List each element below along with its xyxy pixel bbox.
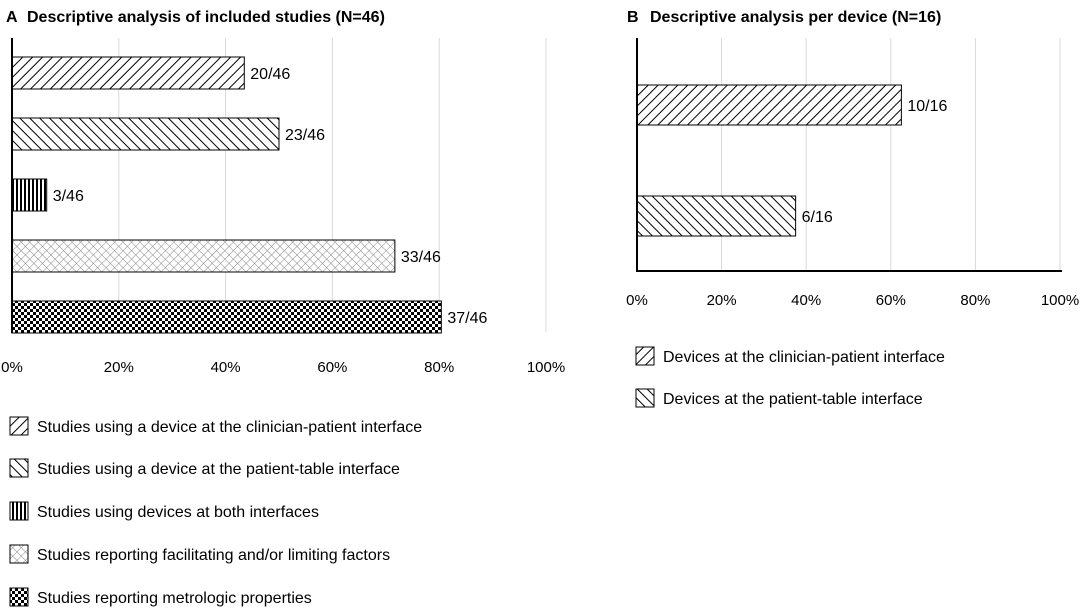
- panel-b-letter: B: [627, 9, 639, 26]
- bar-data-label: 10/16: [907, 98, 947, 115]
- bar: [636, 84, 902, 126]
- bar: [636, 195, 797, 237]
- legend-label: Studies reporting facilitating and/or li…: [37, 547, 390, 564]
- x-tick-label: 20%: [104, 359, 134, 376]
- bar: [11, 117, 280, 151]
- legend-label: Devices at the clinician-patient interfa…: [663, 349, 945, 366]
- x-tick-label: 0%: [626, 292, 648, 309]
- bar: [11, 239, 396, 273]
- x-tick-label: 60%: [876, 292, 906, 309]
- bar-data-label: 6/16: [802, 209, 833, 226]
- panel-b-grid: [721, 38, 1061, 271]
- x-tick-label: 80%: [960, 292, 990, 309]
- x-tick-label: 40%: [791, 292, 821, 309]
- x-tick-label: 100%: [1041, 292, 1079, 309]
- legend-label: Studies using devices at both interfaces: [37, 504, 319, 521]
- x-tick-label: 60%: [317, 359, 347, 376]
- legend-label: Studies reporting metrologic properties: [37, 590, 312, 607]
- legend-swatch: [9, 587, 29, 607]
- legend-label: Devices at the patient-table interface: [663, 391, 923, 408]
- x-tick-label: 0%: [1, 359, 23, 376]
- panel-a-legend: Studies using a device at the clinician-…: [9, 416, 422, 607]
- panel-a-bars: 20/46 23/46 3/46 33/46 37/46: [11, 56, 487, 334]
- panel-b-title: Descriptive analysis per device (N=16): [650, 9, 941, 26]
- legend-swatch: [635, 346, 655, 366]
- panel-b-x-ticks: 0% 20% 40% 60% 80% 100%: [626, 292, 1079, 309]
- x-tick-label: 100%: [527, 359, 565, 376]
- legend-swatch: [9, 544, 29, 564]
- bar-data-label: 37/46: [447, 310, 487, 327]
- panel-a: A Descriptive analysis of included studi…: [1, 9, 565, 607]
- legend-label: Studies using a device at the patient-ta…: [37, 461, 400, 478]
- legend-swatch: [9, 501, 29, 521]
- legend-swatch: [635, 388, 655, 408]
- panel-b-bars: 10/16 6/16: [636, 84, 948, 237]
- x-tick-label: 20%: [707, 292, 737, 309]
- panel-b-legend: Devices at the clinician-patient interfa…: [635, 346, 945, 408]
- bar: [11, 300, 442, 334]
- x-tick-label: 40%: [211, 359, 241, 376]
- legend-label: Studies using a device at the clinician-…: [37, 419, 422, 436]
- bar-data-label: 20/46: [250, 66, 290, 83]
- panel-a-title: Descriptive analysis of included studies…: [27, 9, 385, 26]
- bar: [11, 178, 48, 212]
- bar-data-label: 23/46: [285, 127, 325, 144]
- bar-data-label: 3/46: [53, 188, 84, 205]
- legend-swatch: [9, 416, 29, 436]
- bar-data-label: 33/46: [401, 249, 441, 266]
- panel-a-x-ticks: 0% 20% 40% 60% 80% 100%: [1, 359, 565, 376]
- legend-swatch: [9, 458, 29, 478]
- panel-b: B Descriptive analysis per device (N=16)…: [626, 9, 1079, 408]
- x-tick-label: 80%: [424, 359, 454, 376]
- panel-a-letter: A: [6, 9, 18, 26]
- bar: [11, 56, 245, 90]
